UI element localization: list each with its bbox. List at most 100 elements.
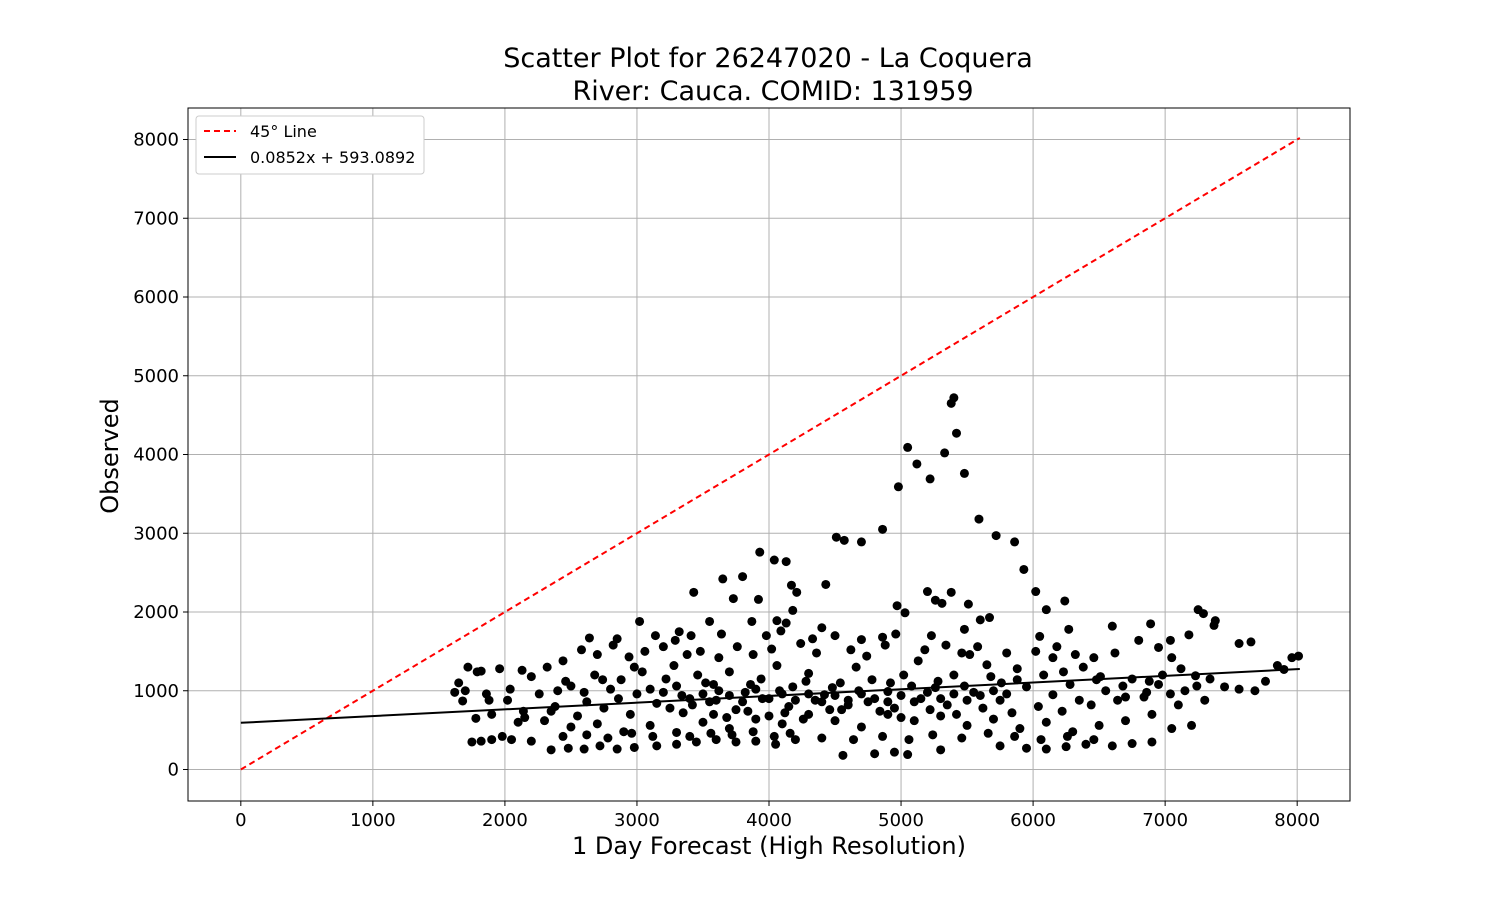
scatter-point bbox=[761, 631, 771, 641]
plot-frame bbox=[187, 107, 1351, 802]
scatter-point bbox=[507, 735, 517, 745]
scatter-point bbox=[933, 676, 943, 686]
x-tick-label: 7000 bbox=[1142, 810, 1188, 831]
scatter-point bbox=[862, 651, 872, 661]
scatter-point bbox=[1101, 686, 1111, 696]
x-tick-label: 5000 bbox=[878, 810, 924, 831]
scatter-point bbox=[937, 598, 947, 608]
scatter-point bbox=[920, 645, 930, 655]
scatter-point bbox=[995, 695, 1005, 705]
scatter-point bbox=[540, 716, 550, 726]
scatter-point bbox=[753, 594, 763, 604]
scatter-point bbox=[1019, 564, 1029, 574]
scatter-point bbox=[652, 741, 662, 751]
scatter-point bbox=[686, 631, 696, 641]
scatter-point bbox=[963, 599, 973, 609]
scatter-point bbox=[1021, 743, 1031, 753]
scatter-point bbox=[1180, 686, 1190, 696]
scatter-point bbox=[767, 644, 777, 654]
scatter-point bbox=[526, 736, 536, 746]
scatter-point bbox=[652, 698, 662, 708]
scatter-point bbox=[629, 662, 639, 672]
scatter-point bbox=[891, 629, 901, 639]
scatter-point bbox=[592, 650, 602, 660]
scatter-point bbox=[1031, 646, 1041, 656]
scatter-point bbox=[579, 744, 589, 754]
scatter-point bbox=[595, 741, 605, 751]
scatter-point bbox=[1061, 742, 1071, 752]
scatter-point bbox=[771, 739, 781, 749]
scatter-point bbox=[1246, 637, 1256, 647]
scatter-point bbox=[764, 711, 774, 721]
scatter-point bbox=[1198, 609, 1208, 619]
scatter-point bbox=[625, 709, 635, 719]
scatter-point bbox=[870, 749, 880, 759]
scatter-point bbox=[946, 398, 956, 408]
scatter-point bbox=[678, 708, 688, 718]
y-tick-label: 4000 bbox=[133, 445, 179, 466]
scatter-point bbox=[1192, 681, 1202, 691]
scatter-point bbox=[825, 705, 835, 715]
scatter-point bbox=[1139, 692, 1149, 702]
scatter-point bbox=[830, 716, 840, 726]
scatter-point bbox=[985, 613, 995, 623]
scatter-point bbox=[949, 689, 959, 699]
scatter-point bbox=[665, 703, 675, 713]
scatter-point bbox=[801, 676, 811, 686]
scatter-point bbox=[691, 737, 701, 747]
scatter-point bbox=[952, 428, 962, 438]
scatter-point bbox=[450, 687, 460, 697]
scatter-point bbox=[467, 737, 477, 747]
scatter-point bbox=[546, 706, 556, 716]
scatter-point bbox=[1121, 692, 1131, 702]
scatter-point bbox=[709, 679, 719, 689]
scatter-point bbox=[817, 623, 827, 633]
scatter-point bbox=[1234, 684, 1244, 694]
scatter-point bbox=[743, 706, 753, 716]
scatter-point bbox=[711, 735, 721, 745]
scatter-point bbox=[817, 733, 827, 743]
scatter-point bbox=[693, 670, 703, 680]
scatter-point bbox=[878, 524, 888, 534]
scatter-point bbox=[846, 645, 856, 655]
scatter-point bbox=[1064, 624, 1074, 634]
scatter-point bbox=[1127, 674, 1137, 684]
scatter-point bbox=[986, 672, 996, 682]
scatter-point bbox=[1002, 648, 1012, 658]
scatter-point bbox=[606, 684, 616, 694]
scatter-point bbox=[940, 448, 950, 458]
scatter-point bbox=[790, 695, 800, 705]
scatter-point bbox=[1260, 676, 1270, 686]
scatter-point bbox=[738, 697, 748, 707]
scatter-point bbox=[1012, 664, 1022, 674]
scatter-point bbox=[672, 727, 682, 737]
scatter-point bbox=[599, 703, 609, 713]
scatter-point bbox=[835, 678, 845, 688]
series-layer bbox=[240, 137, 1304, 771]
scatter-point bbox=[899, 670, 909, 680]
scatter-point bbox=[975, 690, 985, 700]
scatter-point bbox=[751, 714, 761, 724]
y-tick-label: 3000 bbox=[133, 523, 179, 544]
scatter-point bbox=[785, 728, 795, 738]
x-tick-label: 2000 bbox=[482, 810, 528, 831]
scatter-point bbox=[1010, 731, 1020, 741]
scatter-point bbox=[982, 660, 992, 670]
scatter-point bbox=[1165, 635, 1175, 645]
scatter-point bbox=[792, 587, 802, 597]
scatter-point bbox=[716, 629, 726, 639]
scatter-point bbox=[804, 668, 814, 678]
scatter-point bbox=[487, 735, 497, 745]
scatter-point bbox=[790, 735, 800, 745]
y-tick-label: 6000 bbox=[133, 287, 179, 308]
scatter-point bbox=[957, 648, 967, 658]
scatter-point bbox=[926, 631, 936, 641]
scatter-point bbox=[1035, 631, 1045, 641]
scatter-point bbox=[670, 635, 680, 645]
scatter-point bbox=[975, 615, 985, 625]
scatter-point bbox=[1154, 679, 1164, 689]
scatter-point bbox=[1176, 664, 1186, 674]
scatter-point bbox=[856, 722, 866, 732]
scatter-point bbox=[796, 639, 806, 648]
scatter-point bbox=[870, 694, 880, 704]
